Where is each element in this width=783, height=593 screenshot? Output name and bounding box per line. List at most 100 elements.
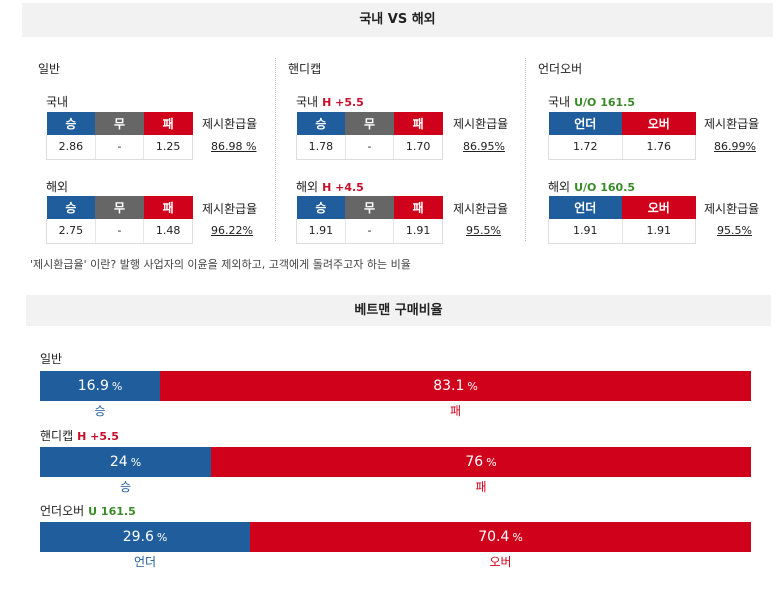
block-label-overseas: 해외 (46, 180, 69, 194)
bar-left-label: 승 (119, 480, 132, 494)
odds-value-draw: - (94, 135, 144, 160)
refund-rate-value: 86.98 % (211, 140, 257, 153)
percent-sign: % (111, 379, 123, 393)
bar-segment-right: 76% (211, 447, 751, 477)
bar-left-label: 언더 (133, 555, 157, 569)
odds-value-draw: - (344, 135, 394, 160)
odds-value-lose: 1.91 (393, 219, 443, 244)
percent-sign: % (467, 379, 478, 393)
percent-sign: % (156, 530, 168, 544)
odds-header-draw: 무 (345, 196, 394, 219)
odds-value-lose: 1.25 (143, 135, 193, 160)
underover-line: U/O 160.5 (574, 181, 636, 194)
bar-segment-left: 24% (40, 447, 211, 477)
refund-rate-label: 제시환급율 (704, 117, 760, 131)
block-label-overseas: 해외 U/O 160.5 (548, 180, 636, 194)
refund-rate-label: 제시환급율 (453, 202, 509, 216)
odds-header-draw: 무 (95, 196, 144, 219)
odds-table-underover-domestic: 언더 오버 1.72 1.76 (548, 112, 696, 160)
refund-rate-value: 95.5% (466, 224, 501, 237)
bar-right-value: 70.4 (478, 529, 510, 545)
refund-rate-value: 86.95% (463, 140, 505, 153)
bar-segment-left: 29.6% (40, 522, 250, 552)
odds-value-draw: - (344, 219, 394, 244)
bar-right-value: 76 (465, 454, 484, 470)
odds-header-over: 오버 (622, 196, 696, 219)
bar-right-value: 83.1 (433, 378, 465, 394)
column-title-handicap: 핸디캡 (288, 62, 322, 76)
odds-value-under: 1.72 (548, 135, 622, 160)
odds-header-lose: 패 (143, 196, 193, 219)
handicap-line: H +5.5 (77, 430, 119, 443)
bar-left-value: 24 (109, 454, 128, 470)
column-divider (275, 58, 276, 241)
column-divider (525, 58, 526, 241)
bar-left-value: 29.6 (122, 529, 154, 545)
column-title-general: 일반 (38, 62, 61, 76)
refund-rate-value: 86.99% (714, 140, 756, 153)
purchase-ratio-bar-handicap: 24% 76% (40, 447, 751, 477)
bar-left-value: 16.9 (77, 378, 109, 394)
odds-value-win: 1.91 (296, 219, 346, 244)
refund-rate-label: 제시환급율 (453, 117, 509, 131)
purchase-ratio-bar-underover: 29.6% 70.4% (40, 522, 751, 552)
odds-table-general-domestic: 승 무 패 2.86 - 1.25 (46, 112, 193, 160)
refund-rate-value: 95.5% (717, 224, 752, 237)
odds-header-lose: 패 (393, 112, 443, 135)
bar-right-label: 패 (449, 404, 462, 418)
block-label-domestic: 국내 H +5.5 (296, 95, 364, 109)
purchase-ratio-bar-general: 16.9% 83.1% (40, 371, 751, 401)
odds-table-general-overseas: 승 무 패 2.75 - 1.48 (46, 196, 193, 244)
odds-value-win: 2.75 (46, 219, 96, 244)
bar-title-general: 일반 (40, 352, 63, 366)
bar-left-label: 승 (94, 404, 106, 418)
bar-title-underover: 언더오버 U 161.5 (40, 504, 136, 518)
odds-value-under: 1.91 (548, 219, 622, 244)
refund-rate-label: 제시환급율 (202, 202, 258, 216)
odds-header-under: 언더 (548, 112, 622, 135)
odds-value-over: 1.91 (621, 219, 696, 244)
odds-header-win: 승 (296, 196, 346, 219)
refund-rate-label: 제시환급율 (202, 117, 258, 131)
bar-right-label: 오버 (489, 555, 512, 569)
odds-header-win: 승 (296, 112, 346, 135)
odds-header-lose: 패 (143, 112, 193, 135)
odds-value-lose: 1.48 (143, 219, 193, 244)
block-label-overseas: 해외 H +4.5 (296, 180, 364, 194)
odds-header-over: 오버 (622, 112, 696, 135)
odds-value-draw: - (94, 219, 144, 244)
bar-title-handicap: 핸디캡 H +5.5 (40, 429, 119, 443)
odds-table-underover-overseas: 언더 오버 1.91 1.91 (548, 196, 696, 244)
handicap-line: H +5.5 (322, 96, 364, 109)
odds-value-win: 2.86 (46, 135, 96, 160)
bar-segment-left: 16.9% (40, 371, 160, 401)
percent-sign: % (130, 455, 142, 469)
bar-right-label: 패 (475, 480, 487, 494)
odds-header-under: 언더 (548, 196, 622, 219)
odds-value-win: 1.78 (296, 135, 346, 160)
odds-header-draw: 무 (345, 112, 394, 135)
percent-sign: % (512, 530, 523, 544)
odds-table-handicap-overseas: 승 무 패 1.91 - 1.91 (296, 196, 443, 244)
odds-header-win: 승 (46, 112, 96, 135)
refund-rate-value: 96.22% (211, 224, 253, 237)
handicap-line: H +4.5 (322, 181, 364, 194)
block-label-domestic: 국내 (46, 95, 69, 109)
bar-segment-right: 83.1% (160, 371, 751, 401)
odds-header-win: 승 (46, 196, 96, 219)
underover-line: U/O 161.5 (574, 96, 636, 109)
odds-value-over: 1.76 (621, 135, 696, 160)
percent-sign: % (486, 455, 497, 469)
block-label-domestic: 국내 U/O 161.5 (548, 95, 636, 109)
odds-header-draw: 무 (95, 112, 144, 135)
odds-value-lose: 1.70 (393, 135, 443, 160)
odds-table-handicap-domestic: 승 무 패 1.78 - 1.70 (296, 112, 443, 160)
refund-rate-note: '제시환급율' 이란? 발행 사업자의 이윤을 제외하고, 고객에게 돌려주고자… (30, 258, 411, 271)
refund-rate-label: 제시환급율 (704, 202, 760, 216)
column-title-underover: 언더오버 (538, 62, 583, 76)
odds-header-lose: 패 (393, 196, 443, 219)
section-header-betman-ratio: 베트맨 구매비율 (26, 295, 771, 326)
section-header-domestic-vs-overseas: 국내 VS 해외 (22, 3, 773, 37)
bar-segment-right: 70.4% (250, 522, 751, 552)
underover-line: U 161.5 (88, 505, 136, 518)
